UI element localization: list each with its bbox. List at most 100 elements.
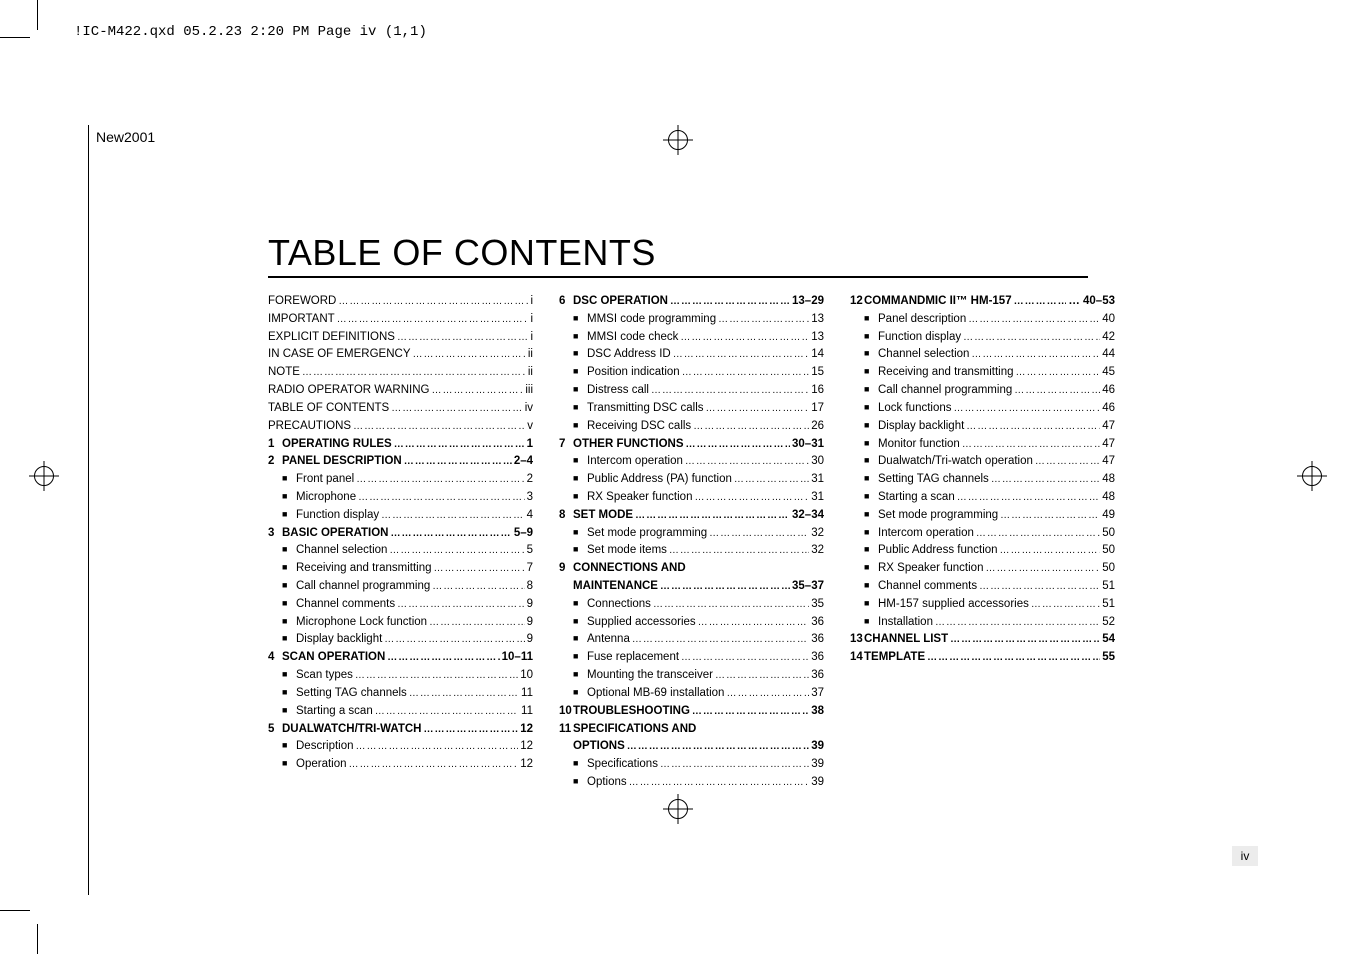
toc-entry: ■Setting TAG channels48 xyxy=(850,471,1115,489)
toc-label: Connections xyxy=(587,596,651,614)
toc-entry: ■Channel selection44 xyxy=(850,346,1115,364)
toc-label: Display backlight xyxy=(878,418,964,436)
toc-entry: ■Microphone3 xyxy=(268,489,533,507)
toc-label: RADIO OPERATOR WARNING xyxy=(268,382,429,400)
toc-label: OTHER FUNCTIONS xyxy=(573,436,684,454)
bullet-icon: ■ xyxy=(573,615,587,629)
toc-leader xyxy=(670,293,790,311)
toc-entry: ■Optional MB-69 installation37 xyxy=(559,685,824,703)
toc-entry: 1OPERATING RULES1 xyxy=(268,436,533,454)
toc-page: 32 xyxy=(811,525,824,543)
toc-entry: 5DUALWATCH/TRI-WATCH12 xyxy=(268,721,533,739)
toc-label: Set mode programming xyxy=(587,525,707,543)
toc-label: MMSI code programming xyxy=(587,311,716,329)
toc-entry: ■RX Speaker function50 xyxy=(850,560,1115,578)
bullet-icon: ■ xyxy=(282,668,296,682)
toc-leader xyxy=(950,631,1100,649)
bullet-icon: ■ xyxy=(864,472,878,486)
bullet-icon: ■ xyxy=(864,615,878,629)
toc-chapter-number: 11 xyxy=(559,721,573,739)
toc-col-1: FOREWORDiIMPORTANTiEXPLICIT DEFINITIONSi… xyxy=(268,293,533,792)
toc-leader xyxy=(660,756,809,774)
toc-page: i xyxy=(530,311,533,329)
toc-entry: ■Display backlight47 xyxy=(850,418,1115,436)
toc-chapter-number: 2 xyxy=(268,453,282,471)
bullet-icon: ■ xyxy=(573,543,587,557)
toc-entry: 12COMMANDMIC II™ HM-157… 40–53 xyxy=(850,293,1115,311)
toc-label: OPTIONS xyxy=(573,738,625,756)
toc-page: 47 xyxy=(1102,453,1115,471)
toc-entry: ■Position indication15 xyxy=(559,364,824,382)
toc-leader xyxy=(389,542,524,560)
toc-page: 3 xyxy=(527,489,533,507)
toc-leader xyxy=(391,400,522,418)
bullet-icon: ■ xyxy=(573,490,587,504)
toc-page: 26 xyxy=(811,418,824,436)
toc-page: 9 xyxy=(527,614,533,632)
toc-entry: OPTIONS 39 xyxy=(559,738,824,756)
toc-leader xyxy=(358,489,525,507)
toc-label: IN CASE OF EMERGENCY xyxy=(268,346,411,364)
bullet-icon: ■ xyxy=(573,632,587,646)
toc-leader xyxy=(726,685,809,703)
toc-page: 4 xyxy=(527,507,533,525)
toc-page: 2–4 xyxy=(514,453,533,471)
toc-page: 12 xyxy=(520,738,533,756)
toc-page: 10–11 xyxy=(502,649,533,667)
toc-chapter-number: 7 xyxy=(559,436,573,454)
toc-entry: ■Operation12 xyxy=(268,756,533,774)
toc-page: 39 xyxy=(811,738,824,756)
toc-page: iii xyxy=(525,382,533,400)
toc-label: Function display xyxy=(878,329,961,347)
toc-page: 47 xyxy=(1102,418,1115,436)
toc-page: 11 xyxy=(521,703,533,721)
toc-leader xyxy=(681,649,809,667)
toc-page: ii xyxy=(528,364,533,382)
toc-leader xyxy=(698,614,810,632)
toc-leader xyxy=(985,560,1100,578)
toc-leader xyxy=(963,329,1100,347)
bullet-icon: ■ xyxy=(573,650,587,664)
toc-entry: IN CASE OF EMERGENCY ii xyxy=(268,346,533,364)
toc-label: Public Address (PA) function xyxy=(587,471,732,489)
toc-entry: ■Set mode programming32 xyxy=(559,525,824,543)
bullet-icon: ■ xyxy=(282,543,296,557)
toc-page: 35–37 xyxy=(792,578,824,596)
toc-entry: 8SET MODE32–34 xyxy=(559,507,824,525)
toc-page: 44 xyxy=(1102,346,1115,364)
toc-entry: ■RX Speaker function31 xyxy=(559,489,824,507)
crop-mark xyxy=(37,0,38,30)
toc-leader xyxy=(692,703,809,721)
toc-leader xyxy=(927,649,1100,667)
toc-label: Channel comments xyxy=(878,578,977,596)
toc-page: 9 xyxy=(527,596,533,614)
bullet-icon: ■ xyxy=(864,597,878,611)
bullet-icon: ■ xyxy=(573,383,587,397)
bullet-icon: ■ xyxy=(573,472,587,486)
registration-mark-icon xyxy=(1302,466,1322,486)
new2001-label: New2001 xyxy=(96,129,155,145)
toc-page: 5–9 xyxy=(514,525,533,543)
toc-label: Microphone xyxy=(296,489,356,507)
toc-label: Description xyxy=(296,738,354,756)
bullet-icon: ■ xyxy=(282,704,296,718)
toc-leader xyxy=(954,400,1101,418)
toc-col-2: 6DSC OPERATION13–29■MMSI code programmin… xyxy=(559,293,824,792)
toc-entry: MAINTENANCE35–37 xyxy=(559,578,824,596)
toc-entry: 2PANEL DESCRIPTION2–4 xyxy=(268,453,533,471)
toc-leader xyxy=(653,596,809,614)
toc-leader xyxy=(694,489,809,507)
toc-leader xyxy=(979,578,1100,596)
bullet-icon: ■ xyxy=(282,561,296,575)
toc-label: Specifications xyxy=(587,756,658,774)
toc-chapter-number: 14 xyxy=(850,649,864,667)
toc-leader xyxy=(1035,453,1100,471)
toc-leader xyxy=(356,471,524,489)
toc-label: Setting TAG channels xyxy=(878,471,989,489)
toc-page: ii xyxy=(528,346,533,364)
toc-label: Call channel programming xyxy=(878,382,1012,400)
toc-entry: ■Description12 xyxy=(268,738,533,756)
toc-leader xyxy=(686,436,790,454)
toc-page: 13–29 xyxy=(792,293,824,311)
toc-leader xyxy=(413,346,526,364)
